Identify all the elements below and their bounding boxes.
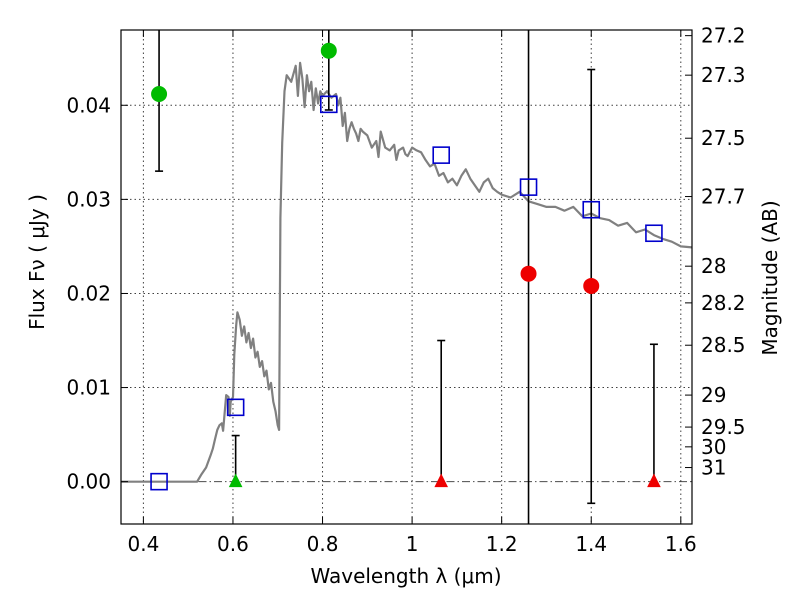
right-tick-label: 27.5 bbox=[701, 126, 746, 150]
x-tick-label: 0.8 bbox=[307, 532, 339, 556]
right-tick-label: 27.2 bbox=[701, 24, 746, 48]
x-tick-label: 1.2 bbox=[486, 532, 518, 556]
right-tick-label: 29 bbox=[701, 383, 726, 407]
x-tick-label: 0.4 bbox=[127, 532, 159, 556]
y-axis-label: Flux Fν ( μJy ) bbox=[25, 194, 49, 330]
plot-frame bbox=[120, 29, 693, 525]
model-photometry-square bbox=[645, 224, 663, 243]
model-photometry-square bbox=[319, 95, 338, 114]
model-photometry-square bbox=[226, 398, 245, 417]
detection-circle bbox=[320, 42, 337, 59]
model-photometry-square bbox=[432, 146, 451, 164]
y-tick-label: 0.04 bbox=[66, 93, 111, 117]
detection-circle bbox=[151, 85, 168, 102]
right-tick-label: 30 bbox=[701, 435, 726, 459]
grid bbox=[121, 30, 692, 524]
x-axis-label: Wavelength λ (μm) bbox=[310, 564, 501, 588]
upper-limit-triangle bbox=[434, 473, 449, 488]
detection-circle bbox=[520, 265, 537, 282]
right-tick-label: 27.3 bbox=[701, 63, 746, 87]
y-tick-label: 0.01 bbox=[66, 376, 111, 400]
model-photometry-square bbox=[150, 472, 168, 491]
right-tick-label: 29.5 bbox=[701, 415, 746, 439]
model-photometry-square bbox=[519, 178, 538, 196]
right-tick-label: 28.2 bbox=[701, 291, 746, 315]
model-photometry-square bbox=[582, 200, 601, 219]
right-tick-label: 28.5 bbox=[701, 333, 746, 357]
y-tick-label: 0.03 bbox=[66, 187, 111, 211]
upper-limit-triangle bbox=[647, 473, 661, 488]
right-tick-label: 28 bbox=[701, 254, 726, 278]
upper-limit-triangle bbox=[228, 473, 243, 488]
x-tick-label: 1.6 bbox=[665, 532, 697, 556]
right-tick-label: 27.7 bbox=[701, 185, 746, 209]
axis-ticks: 0.4 0.6 0.8 1 1.2 1.4 1.6 0.00 0.01 0.02 0.03 0.04 2… bbox=[66, 24, 745, 556]
x-tick-label: 0.6 bbox=[217, 532, 249, 556]
y-tick-label: 0.00 bbox=[66, 470, 111, 494]
x-tick-label: 1 bbox=[406, 532, 419, 556]
sed-model-line bbox=[121, 61, 693, 483]
marker-layer bbox=[150, 42, 663, 491]
errorbar-layer bbox=[155, 30, 658, 524]
y-tick-label: 0.02 bbox=[66, 281, 111, 305]
y-axis-label-right: Magnitude (AB) bbox=[758, 200, 782, 355]
right-tick-label: 31 bbox=[701, 456, 726, 480]
detection-circle bbox=[583, 277, 600, 294]
sed-layer bbox=[121, 61, 693, 483]
x-tick-label: 1.4 bbox=[575, 532, 607, 556]
